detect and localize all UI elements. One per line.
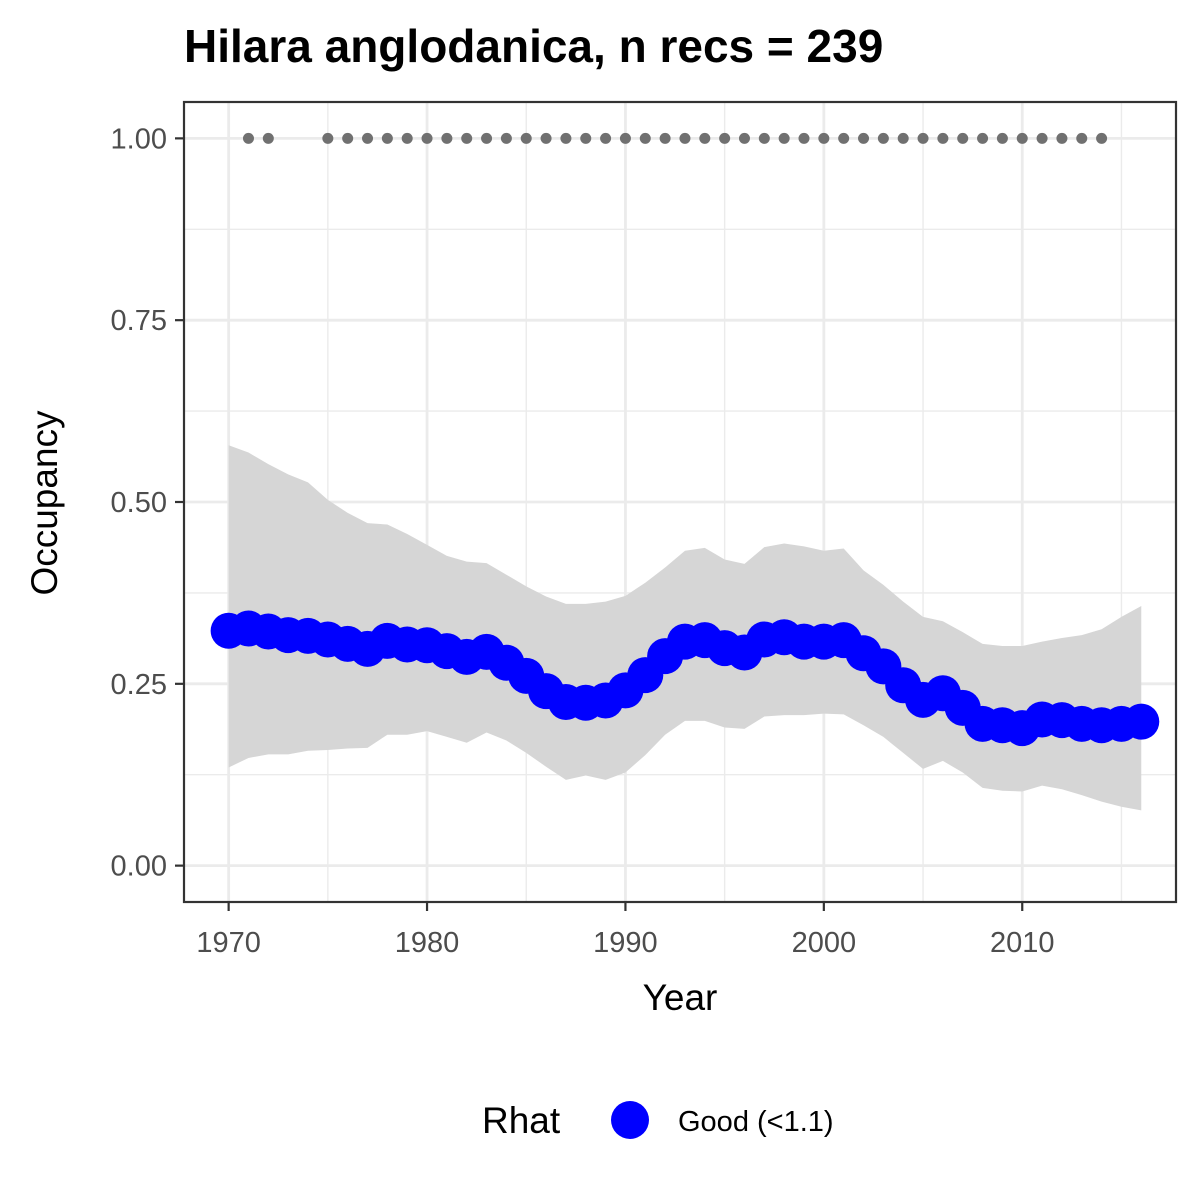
record-marker [342, 132, 354, 144]
record-marker [1076, 132, 1088, 144]
record-marker [778, 132, 790, 144]
legend-label: Good (<1.1) [678, 1106, 834, 1138]
y-tick-label: 0.00 [111, 851, 167, 883]
record-marker [481, 132, 493, 144]
record-marker [520, 132, 532, 144]
record-marker [858, 132, 870, 144]
record-marker [500, 132, 512, 144]
record-marker [381, 132, 393, 144]
data-point [1123, 703, 1160, 740]
record-marker [262, 132, 274, 144]
legend-title: Rhat [482, 1100, 561, 1141]
record-marker [699, 132, 711, 144]
record-marker [738, 132, 750, 144]
record-marker [362, 132, 374, 144]
x-tick-label: 2000 [792, 927, 857, 959]
record-marker [996, 132, 1008, 144]
record-marker [977, 132, 989, 144]
x-tick-label: 1980 [395, 927, 460, 959]
y-tick-label: 0.25 [111, 669, 167, 701]
record-marker [600, 132, 612, 144]
x-axis-title: Year [643, 977, 718, 1018]
x-tick-label: 1970 [196, 927, 261, 959]
record-marker [322, 132, 334, 144]
record-marker [1036, 132, 1048, 144]
y-tick-label: 1.00 [111, 123, 167, 155]
record-marker [679, 132, 691, 144]
axis-ticks-layer: 1970 1980 1990 2000 2010 0.00 0.25 0.50 0.75 1.00 [111, 123, 1055, 959]
legend: Rhat Good (<1.1) [482, 1100, 834, 1141]
record-marker [401, 132, 413, 144]
record-marker [580, 132, 592, 144]
record-marker [719, 132, 731, 144]
record-marker [639, 132, 651, 144]
record-marker [917, 132, 929, 144]
series-points-layer [210, 610, 1160, 747]
record-marker [897, 132, 909, 144]
record-marker [421, 132, 433, 144]
y-tick-label: 0.75 [111, 305, 167, 337]
record-marker [937, 132, 949, 144]
record-marker [560, 132, 572, 144]
record-marker [798, 132, 810, 144]
record-marker [441, 132, 453, 144]
record-marker [540, 132, 552, 144]
record-marker [877, 132, 889, 144]
record-marker [619, 132, 631, 144]
record-markers-layer [242, 132, 1108, 144]
record-marker [242, 132, 254, 144]
x-tick-label: 2010 [990, 927, 1055, 959]
record-marker [957, 132, 969, 144]
legend-key-circle [611, 1101, 649, 1139]
chart-title: Hilara anglodanica, n recs = 239 [184, 20, 883, 72]
record-marker [461, 132, 473, 144]
x-tick-label: 1990 [593, 927, 658, 959]
record-marker [659, 132, 671, 144]
y-tick-label: 0.50 [111, 487, 167, 519]
record-marker [838, 132, 850, 144]
record-marker [818, 132, 830, 144]
record-marker [1016, 132, 1028, 144]
record-marker [1096, 132, 1108, 144]
record-marker [758, 132, 770, 144]
record-marker [1056, 132, 1068, 144]
y-axis-title: Occupancy [24, 410, 65, 596]
